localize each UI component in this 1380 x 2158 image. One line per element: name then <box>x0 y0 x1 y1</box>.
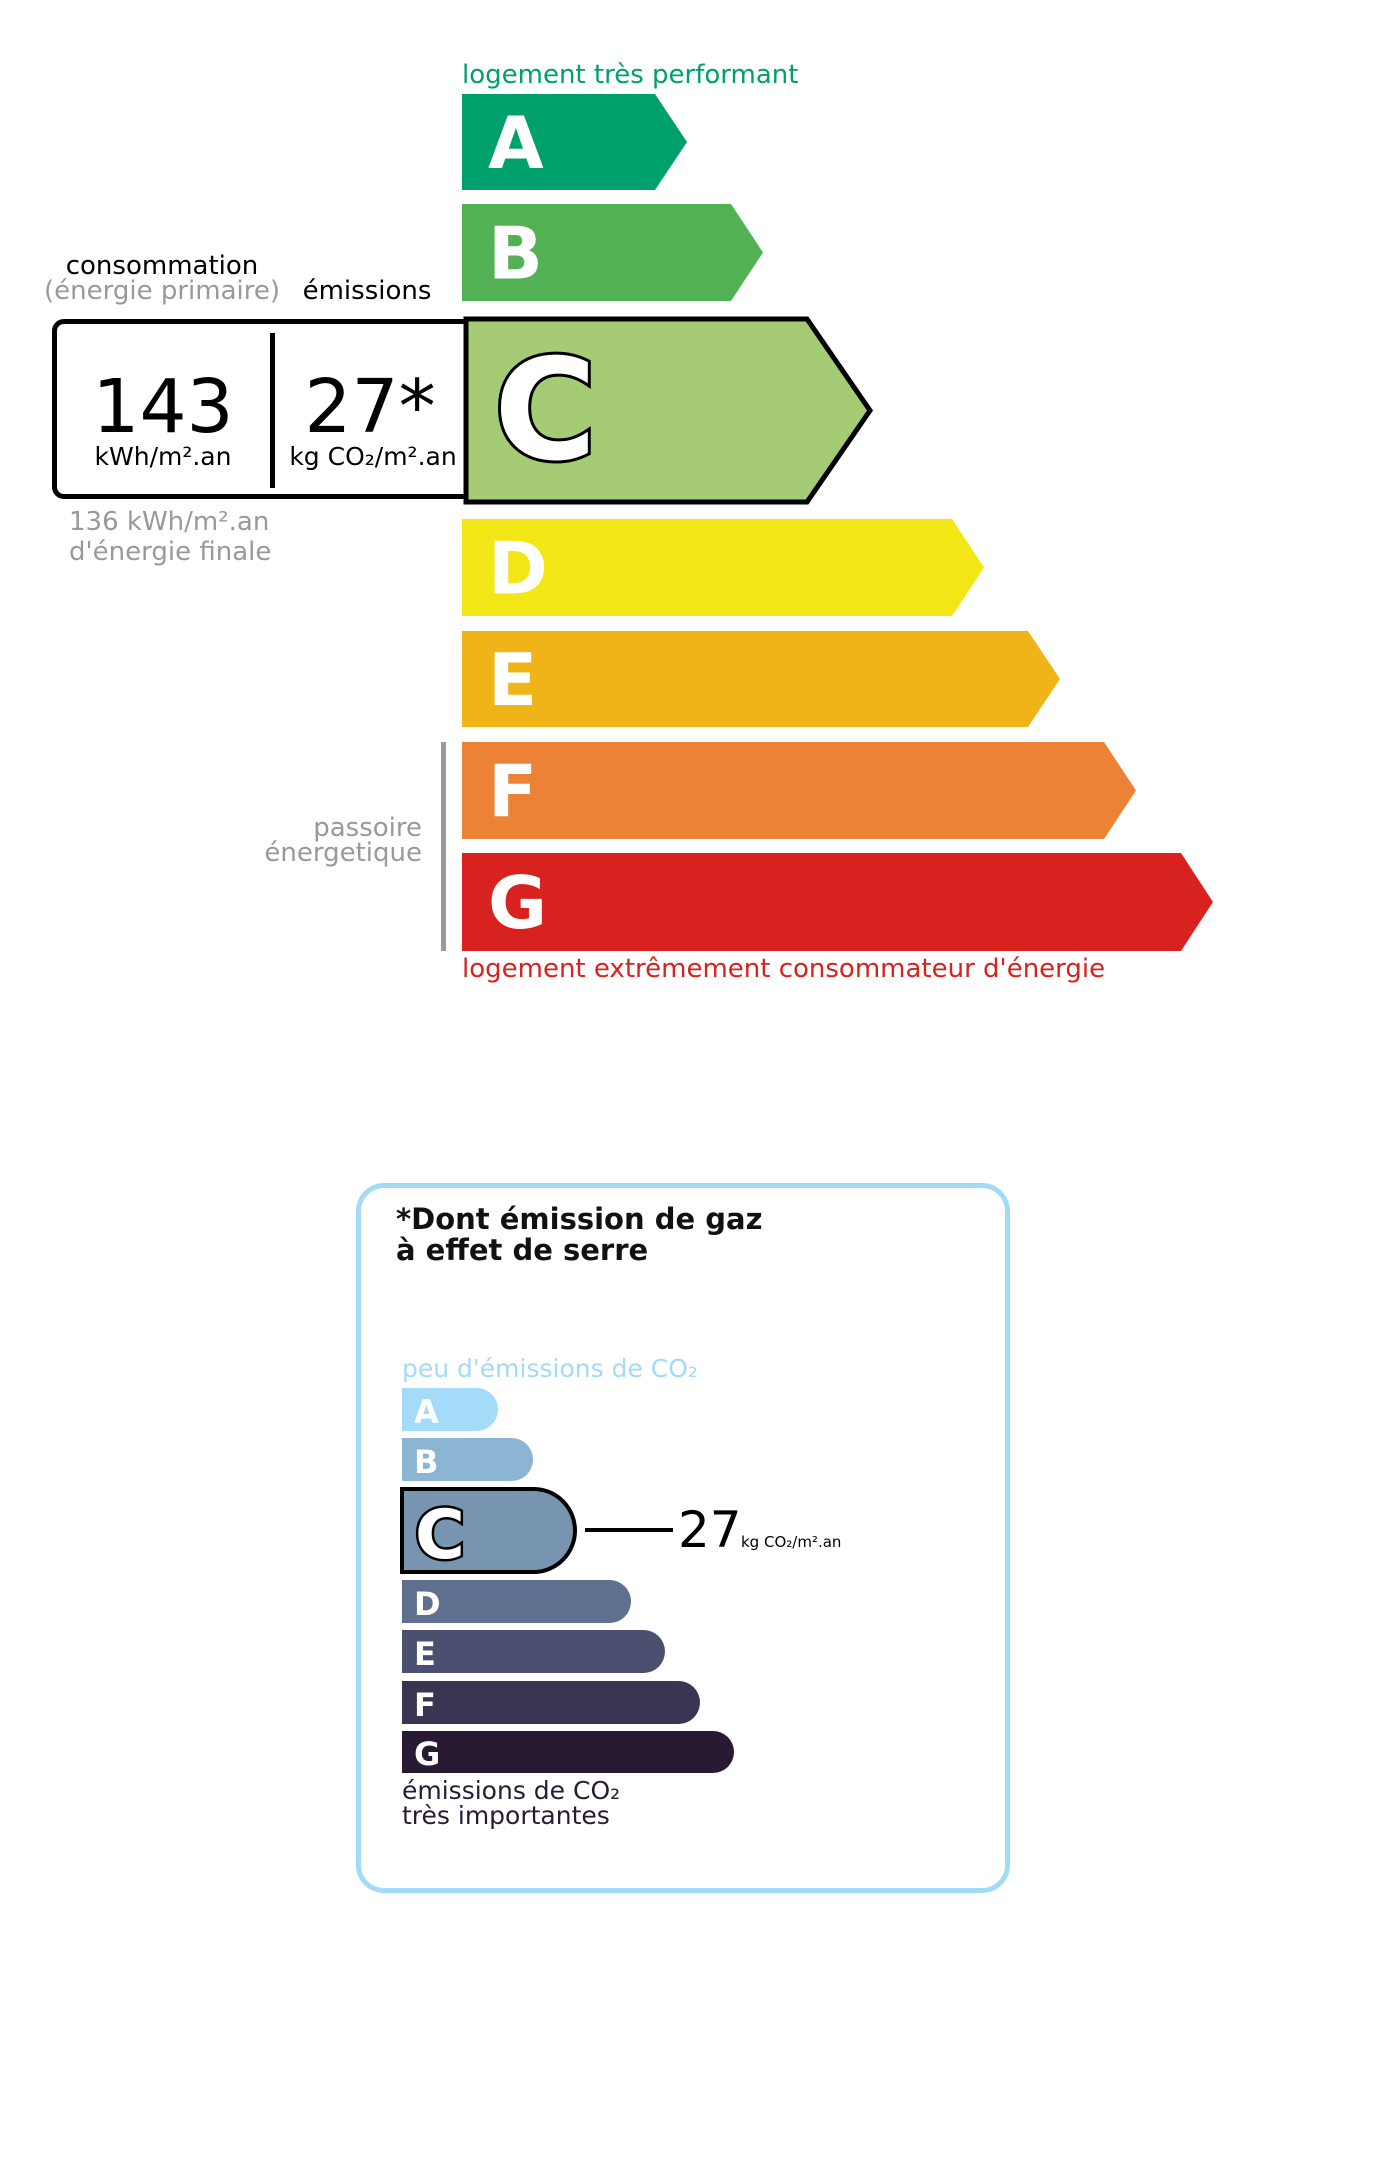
passoire-bar <box>441 742 446 951</box>
ges-unit: kg CO₂/m².an <box>741 1533 842 1551</box>
ges-letter-E: E <box>414 1635 436 1673</box>
ges-bottom-label-2: très importantes <box>402 1801 610 1830</box>
energy-class-D: D <box>462 519 984 616</box>
energy-bar-D <box>462 519 984 616</box>
ges-letter-A: A <box>414 1393 439 1431</box>
ges-bar-F <box>402 1681 700 1724</box>
energy-class-B: B <box>462 204 763 301</box>
ges-class-F: F <box>402 1681 700 1724</box>
energy-bar-C <box>463 316 874 505</box>
final-energy-label: d'énergie finale <box>69 537 272 567</box>
ges-class-D: D <box>402 1580 631 1623</box>
final-energy-value: 136 kWh/m².an <box>69 507 270 537</box>
ges-bottom-label: émissions de CO₂ <box>402 1776 621 1805</box>
passoire-label-2: énergetique <box>264 838 422 868</box>
ges-bar-D <box>402 1580 631 1623</box>
ges-letter-D: D <box>414 1585 441 1623</box>
energy-letter-B: B <box>488 212 543 296</box>
ges-letter-B: B <box>414 1443 438 1481</box>
energy-bar-B <box>462 204 763 301</box>
consumption-subheader: (énergie primaire) <box>44 276 280 306</box>
energy-letter-C: C <box>494 330 597 493</box>
ges-class-A: A <box>402 1387 498 1431</box>
ges-class-C: C <box>400 1487 577 1578</box>
value-box <box>52 319 464 499</box>
energy-class-E: E <box>462 631 1060 727</box>
ges-letter-C: C <box>415 1496 465 1575</box>
energy-bar-A <box>462 94 687 190</box>
energy-bar-E <box>462 631 1060 727</box>
energy-top-label: logement très performant <box>462 60 799 90</box>
energy-letter-F: F <box>488 750 537 834</box>
energy-class-C: C <box>463 316 874 505</box>
ges-title-2: à effet de serre <box>396 1233 649 1267</box>
ges-value: 27 <box>678 1501 742 1559</box>
consumption-unit: kWh/m².an <box>94 442 232 471</box>
energy-class-A: A <box>462 94 687 190</box>
value-box-divider <box>270 333 275 488</box>
ges-letter-F: F <box>414 1686 436 1724</box>
emissions-header: émissions <box>302 276 432 306</box>
ges-bar-A <box>402 1387 498 1431</box>
consumption-header: consommation <box>65 251 259 281</box>
consumption-value: 143 <box>92 364 234 450</box>
energy-bottom-label: logement extrêmement consommateur d'éner… <box>462 954 1106 984</box>
ges-value-connector <box>585 1528 673 1532</box>
energy-letter-G: G <box>488 861 547 945</box>
ges-top-label: peu d'émissions de CO₂ <box>402 1354 698 1383</box>
emissions-unit: kg CO₂/m².an <box>289 442 457 471</box>
ges-panel <box>356 1183 1010 1893</box>
emissions-value: 27* <box>304 364 436 450</box>
energy-class-G: G <box>462 853 1213 951</box>
energy-letter-A: A <box>488 101 544 185</box>
passoire-label: passoire <box>313 813 422 843</box>
ges-bar-G <box>402 1731 734 1773</box>
ges-bar-C <box>400 1487 577 1574</box>
ges-class-B: B <box>402 1438 533 1481</box>
energy-bar-F <box>462 742 1136 839</box>
ges-bar-E <box>402 1630 665 1673</box>
ges-class-E: E <box>402 1630 665 1673</box>
ges-letter-G: G <box>414 1735 440 1773</box>
energy-bar-G <box>462 853 1213 951</box>
energy-letter-E: E <box>488 638 537 722</box>
energy-letter-D: D <box>488 527 548 611</box>
ges-class-G: G <box>402 1731 734 1773</box>
ges-bar-B <box>402 1438 533 1481</box>
ges-title: *Dont émission de gaz <box>396 1202 763 1236</box>
energy-class-F: F <box>462 742 1136 839</box>
